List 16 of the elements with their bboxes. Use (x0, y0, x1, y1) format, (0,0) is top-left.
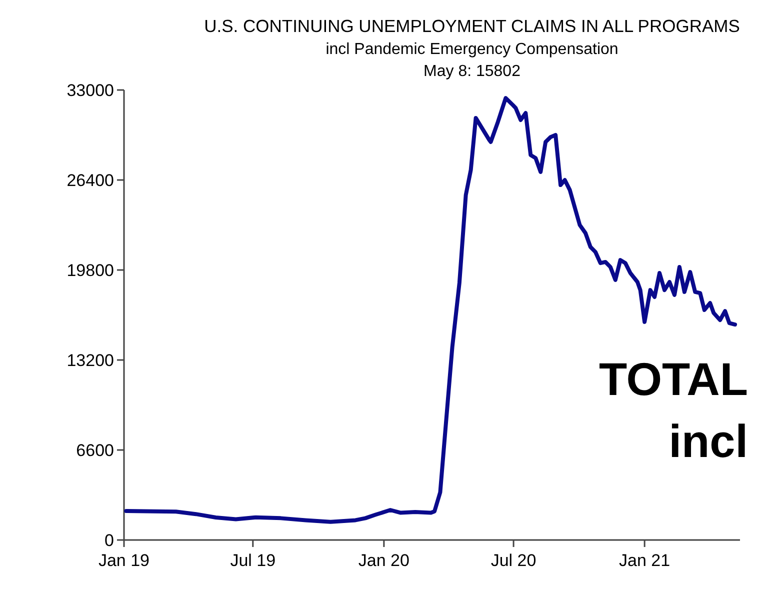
annotation: TOTAL (598, 353, 748, 405)
chart-subtitle: incl Pandemic Emergency Compensation (326, 41, 618, 58)
chart-title: U.S. CONTINUING UNEMPLOYMENT CLAIMS IN ALL PROGRAMS (204, 16, 740, 36)
y-tick-label: 26400 (66, 170, 114, 190)
x-tick-label: Jan 20 (358, 551, 410, 570)
text: May 8: 15802 (424, 63, 521, 80)
x-tick-label: Jan 21 (619, 551, 670, 570)
annotation: incl (668, 415, 748, 467)
x-tick-label: Jul 20 (490, 551, 536, 570)
y-tick-label: 33000 (66, 80, 114, 100)
y-tick-label: 19800 (66, 260, 114, 280)
x-tick-label: Jul 19 (230, 551, 276, 570)
y-tick-label: 0 (104, 530, 114, 550)
y-tick-label: 6600 (76, 440, 114, 460)
x-tick-label: Jan 19 (98, 551, 150, 570)
y-tick-label: 13200 (66, 350, 114, 370)
